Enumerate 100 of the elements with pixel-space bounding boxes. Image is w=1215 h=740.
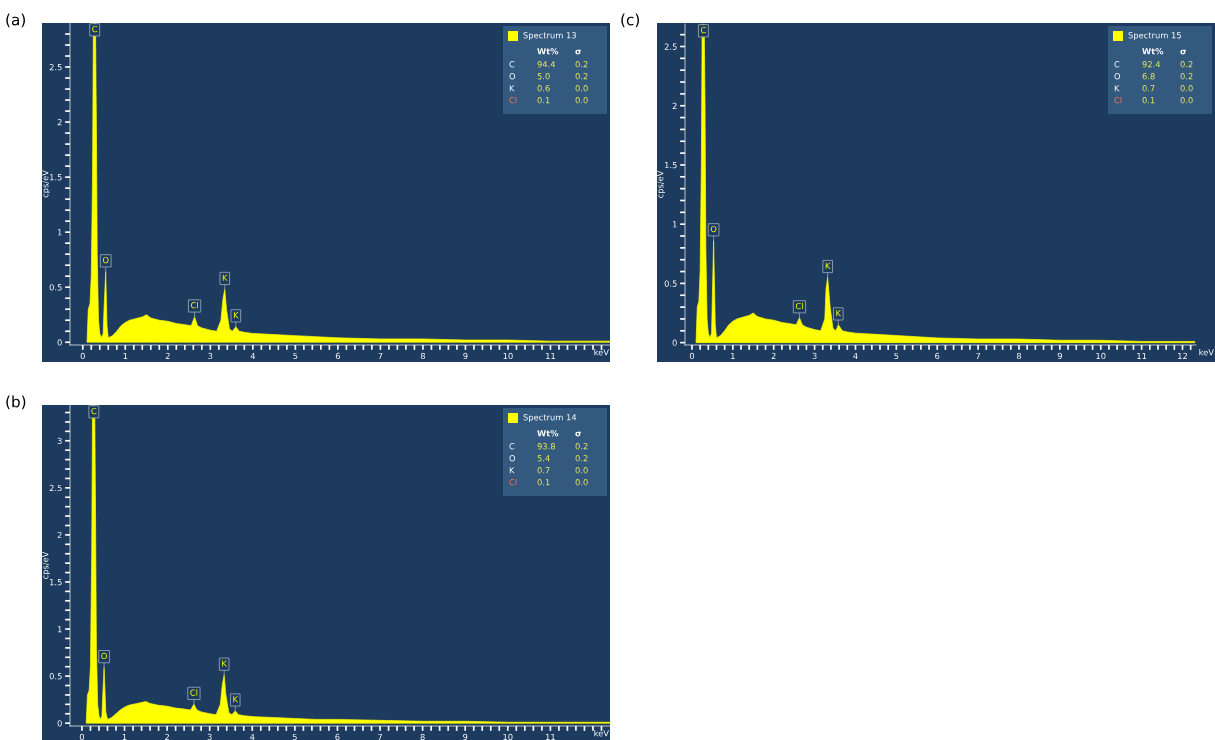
legend-label: Spectrum 13 <box>523 32 576 41</box>
x-tick-label: 11 <box>1137 352 1147 359</box>
annotation: Wt% <box>537 48 559 55</box>
x-tick-label: 5 <box>293 352 298 360</box>
annotation: Wt% <box>1142 48 1164 55</box>
annotation: 0.0 <box>575 467 588 474</box>
annotation: C <box>1114 61 1120 68</box>
y-tick-label: 2 <box>672 102 677 109</box>
legend-label: Spectrum 14 <box>523 414 577 423</box>
x-tick-label: 1 <box>122 733 127 740</box>
x-axis-title: keV <box>594 730 609 737</box>
annotation: 0.0 <box>575 479 588 486</box>
annotation: 0.1 <box>537 97 550 104</box>
annotation: C <box>92 25 98 33</box>
x-tick-label: 1 <box>123 352 128 359</box>
x-tick-label: 6 <box>335 733 340 740</box>
annotation: 0.7 <box>1142 85 1155 92</box>
annotation: O <box>710 225 717 233</box>
annotation: 0.0 <box>1180 85 1193 92</box>
annotation: 92.4 <box>1142 61 1161 68</box>
y-axis-title: cps/eV <box>42 170 50 198</box>
x-tick-label: 12 <box>1178 352 1187 359</box>
annotation: Cl <box>190 689 198 696</box>
x-tick-label: 11 <box>546 352 555 359</box>
annotation: Cl <box>1114 96 1122 104</box>
x-tick-label: 7 <box>378 733 382 740</box>
y-tick-label: 1 <box>672 221 677 228</box>
y-tick-label: 0 <box>57 339 62 346</box>
annotation: K <box>1114 85 1120 92</box>
y-tick-label: 1.5 <box>50 174 62 181</box>
annotation: K <box>836 310 842 317</box>
x-tick-label: 4 <box>250 352 256 359</box>
annotation: 0.0 <box>1180 97 1193 104</box>
y-tick-label: 0 <box>672 339 677 346</box>
y-tick-label: 0 <box>57 720 62 727</box>
y-tick-label: 1 <box>57 229 62 236</box>
y-tick-label: 0.5 <box>664 280 677 287</box>
x-tick-label: 8 <box>420 733 425 740</box>
annotation: O <box>1114 73 1121 80</box>
annotation: Cl <box>190 301 198 309</box>
x-tick-label: 8 <box>420 352 425 360</box>
x-tick-label: 3 <box>207 733 212 740</box>
annotation: 0.2 <box>575 73 588 80</box>
annotation: 6.8 <box>1142 73 1155 80</box>
annotation: 5.0 <box>537 73 550 80</box>
annotation: C <box>91 407 97 415</box>
legend-label: Spectrum 15 <box>1128 32 1181 41</box>
x-tick-label: 7 <box>976 352 981 359</box>
annotation: K <box>825 262 831 269</box>
annotation: O <box>509 73 516 80</box>
annotation: 0.2 <box>575 455 588 462</box>
y-tick-label: 2.5 <box>49 64 62 71</box>
annotation: C <box>509 443 515 450</box>
x-tick-label: 3 <box>812 352 817 360</box>
annotation: 0.6 <box>537 85 550 92</box>
annotation: K <box>233 312 239 319</box>
x-tick-label: 4 <box>853 352 858 359</box>
annotation: 93.8 <box>537 443 555 450</box>
y-tick-label: 1.5 <box>50 579 62 586</box>
annotation: 94.4 <box>537 61 556 68</box>
x-tick-label: 6 <box>335 352 340 360</box>
x-tick-label: 9 <box>1057 352 1062 360</box>
x-tick-label: 3 <box>208 352 213 360</box>
y-tick-label: 2 <box>57 119 62 126</box>
annotation: 0.0 <box>575 97 588 104</box>
annotation: O <box>101 652 107 660</box>
annotation: C <box>700 26 706 34</box>
y-tick-label: 1.5 <box>665 162 677 169</box>
annotation: 0.2 <box>575 61 588 68</box>
annotation: σ <box>1180 49 1187 55</box>
annotation: K <box>509 467 515 474</box>
chart-title: (b) <box>6 395 26 410</box>
annotation: O <box>509 455 516 462</box>
annotation: 0.2 <box>575 443 588 450</box>
x-axis-title: keV <box>594 349 609 356</box>
chart-title: (c) <box>621 13 640 28</box>
y-tick-label: 3 <box>57 437 62 445</box>
annotation: 0.2 <box>1180 73 1193 80</box>
x-tick-label: 5 <box>894 352 899 360</box>
y-tick-label: 1 <box>57 626 62 633</box>
annotation: σ <box>575 49 582 55</box>
annotation: K <box>233 696 239 703</box>
x-tick-label: 10 <box>503 733 513 740</box>
annotation: Cl <box>509 96 517 104</box>
x-tick-label: 2 <box>165 352 170 359</box>
x-tick-label: 0 <box>80 352 85 360</box>
annotation: 0.1 <box>1142 97 1155 104</box>
y-tick-label: 2.5 <box>49 484 62 492</box>
annotation: σ <box>575 431 582 437</box>
annotation: 0.2 <box>1180 61 1193 68</box>
y-tick-label: 2 <box>57 531 62 539</box>
annotation: 0.1 <box>537 479 550 486</box>
x-tick-label: 11 <box>545 733 555 740</box>
x-tick-label: 8 <box>1016 352 1022 360</box>
y-axis-title: cps/eV <box>657 170 665 198</box>
annotation: C <box>509 61 515 68</box>
annotation: K <box>222 660 228 667</box>
x-tick-label: 9 <box>463 352 468 360</box>
annotation: K <box>222 274 228 281</box>
annotation: O <box>102 256 109 264</box>
